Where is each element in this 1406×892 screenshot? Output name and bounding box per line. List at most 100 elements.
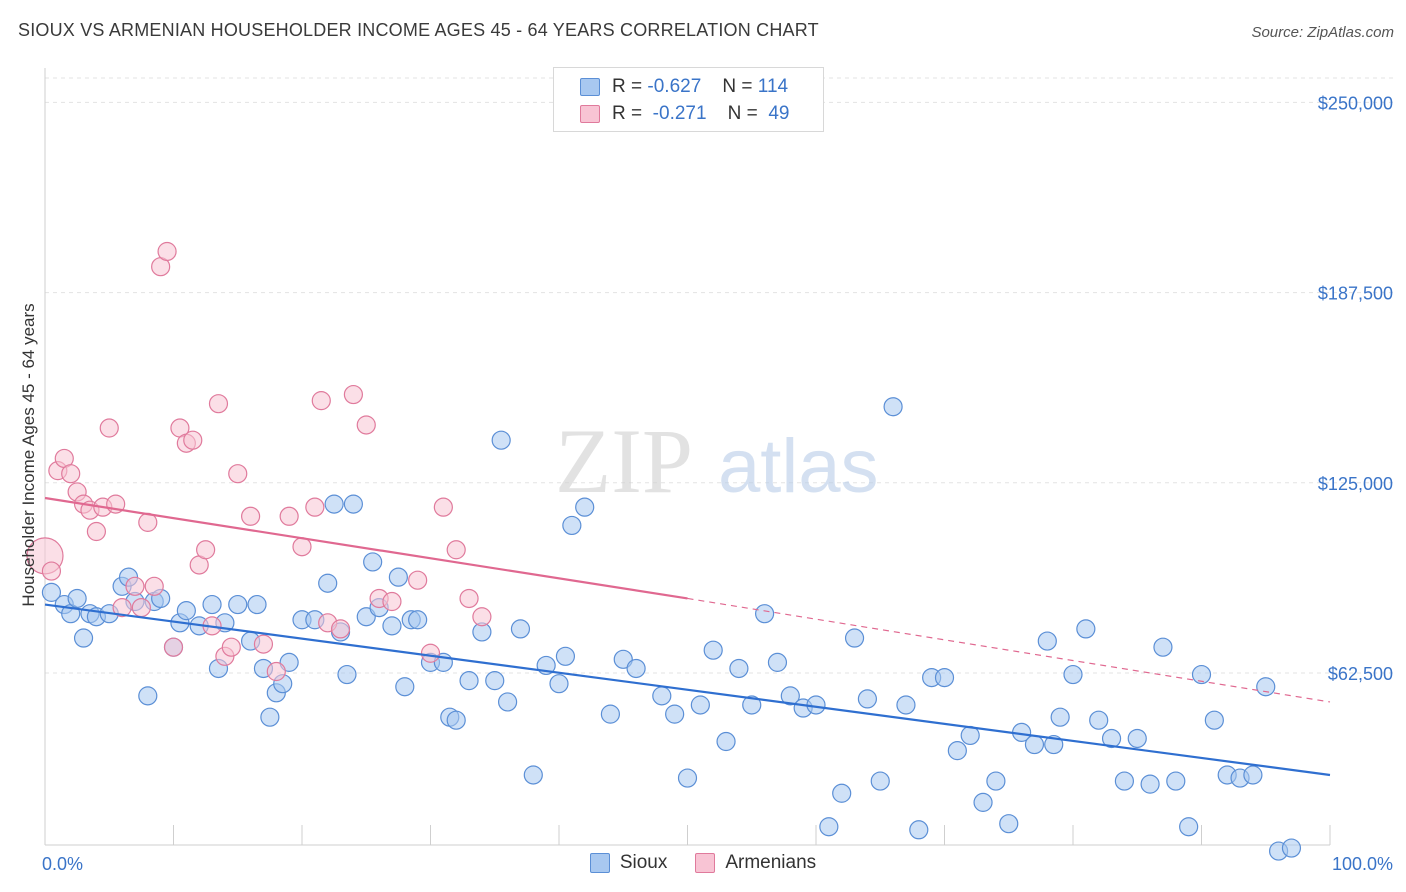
legend-item-sioux[interactable]: Sioux — [589, 852, 667, 874]
sioux-point — [1243, 765, 1263, 785]
sioux-point — [1127, 728, 1147, 749]
sioux-point — [1140, 774, 1160, 794]
sioux-point — [690, 695, 710, 715]
armenians-point — [228, 464, 248, 484]
legend-row-sioux: R = -0.627 N = 114 — [580, 75, 788, 99]
series-legend: Sioux Armenians — [0, 852, 1406, 874]
armenians-point — [125, 576, 145, 596]
armenians-point — [459, 588, 479, 609]
armenians-point — [221, 637, 241, 657]
chart-title: SIOUX VS ARMENIAN HOUSEHOLDER INCOME AGE… — [18, 20, 819, 40]
armenians-point — [472, 607, 492, 627]
sioux-point — [999, 814, 1019, 834]
armenians-point — [253, 634, 274, 654]
sioux-point — [1256, 677, 1276, 697]
y-tick-label: $187,500 — [1318, 284, 1393, 304]
sioux-point — [1076, 619, 1096, 639]
correlation-legend: R = -0.627 N = 114 R = -0.271 N = 49 — [553, 67, 824, 132]
armenians-point — [266, 661, 286, 682]
armenians-point — [61, 464, 81, 484]
sioux-point — [73, 628, 94, 648]
sioux-trend-line — [44, 603, 1331, 777]
armenians-point — [41, 561, 62, 581]
sioux-point — [138, 686, 158, 706]
legend-r-label: R = — [612, 103, 643, 124]
sioux-point — [498, 692, 518, 712]
sioux-point — [41, 582, 62, 602]
sioux-point — [510, 619, 531, 639]
legend-swatch-sioux — [589, 853, 610, 873]
legend-r-value: -0.271 — [652, 103, 707, 124]
y-tick-label: $62,500 — [1328, 664, 1393, 684]
armenians-point — [241, 506, 261, 526]
sioux-point — [337, 664, 357, 685]
armenians-point — [163, 637, 184, 657]
legend-label-armenians: Armenians — [725, 852, 817, 873]
sioux-point — [1050, 707, 1070, 727]
sioux-point — [1153, 637, 1173, 657]
y-tick-label: $250,000 — [1318, 93, 1393, 113]
sioux-point — [600, 704, 621, 724]
sioux-point — [780, 686, 800, 706]
sioux-point — [67, 588, 87, 609]
sioux-point — [870, 771, 890, 791]
sioux-point — [883, 397, 903, 417]
legend-swatch-sioux — [580, 78, 600, 96]
armenians-point — [356, 415, 376, 435]
watermark-zip: ZIP — [555, 410, 693, 512]
sioux-point — [1044, 734, 1064, 755]
armenians-point — [292, 537, 312, 557]
sioux-point — [363, 552, 383, 572]
sioux-point — [446, 710, 466, 730]
sioux-point — [1204, 710, 1224, 730]
x-tick-labels: 0.0% 100.0% — [42, 854, 1393, 874]
armenians-point — [311, 391, 331, 411]
sioux-point — [459, 671, 479, 691]
sioux-point — [549, 674, 569, 694]
sioux-point — [260, 707, 280, 727]
sioux-point — [703, 640, 723, 660]
armenians-point — [279, 506, 299, 526]
sioux-point — [819, 817, 839, 837]
sioux-point — [176, 601, 196, 621]
armenians-point — [343, 384, 363, 405]
trend-lines — [44, 496, 1331, 777]
sioux-point — [382, 616, 402, 636]
y-tick-label: $125,000 — [1318, 474, 1393, 494]
sioux-point — [343, 494, 363, 514]
x-tick-label: 100.0% — [1332, 854, 1393, 874]
legend-item-armenians[interactable]: Armenians — [695, 852, 816, 874]
sioux-point — [318, 573, 338, 593]
sioux-point — [1063, 664, 1083, 685]
sioux-point — [1179, 817, 1199, 837]
sioux-point — [973, 792, 993, 812]
sioux-point — [1024, 734, 1045, 755]
sioux-point — [832, 783, 852, 803]
sioux-point — [228, 594, 248, 615]
armenians-point — [433, 497, 453, 517]
sioux-point — [562, 515, 582, 536]
sioux-point — [247, 594, 267, 615]
sioux-point — [844, 628, 865, 648]
sioux-point — [202, 594, 222, 615]
sioux-point — [491, 430, 511, 450]
sioux-point — [986, 771, 1006, 791]
sioux-point — [555, 646, 576, 666]
sioux-point — [523, 765, 543, 785]
sioux-point — [575, 497, 595, 517]
armenians-point — [144, 576, 164, 596]
sioux-point — [742, 695, 762, 715]
armenians-point — [382, 591, 402, 612]
armenians-trend-extension — [687, 597, 1331, 703]
legend-n-label: N = — [727, 103, 758, 124]
series-armenians — [26, 241, 492, 682]
sioux-point — [767, 652, 788, 672]
legend-r-value: -0.627 — [647, 76, 702, 97]
legend-n-value: 114 — [757, 76, 789, 97]
sioux-point — [754, 604, 775, 624]
armenians-point — [112, 597, 132, 618]
armenians-point — [99, 418, 119, 438]
legend-r-label: R = — [612, 76, 643, 97]
grid-lines — [45, 77, 1395, 674]
legend-row-armenians: R = -0.271 N = 49 — [580, 102, 789, 126]
